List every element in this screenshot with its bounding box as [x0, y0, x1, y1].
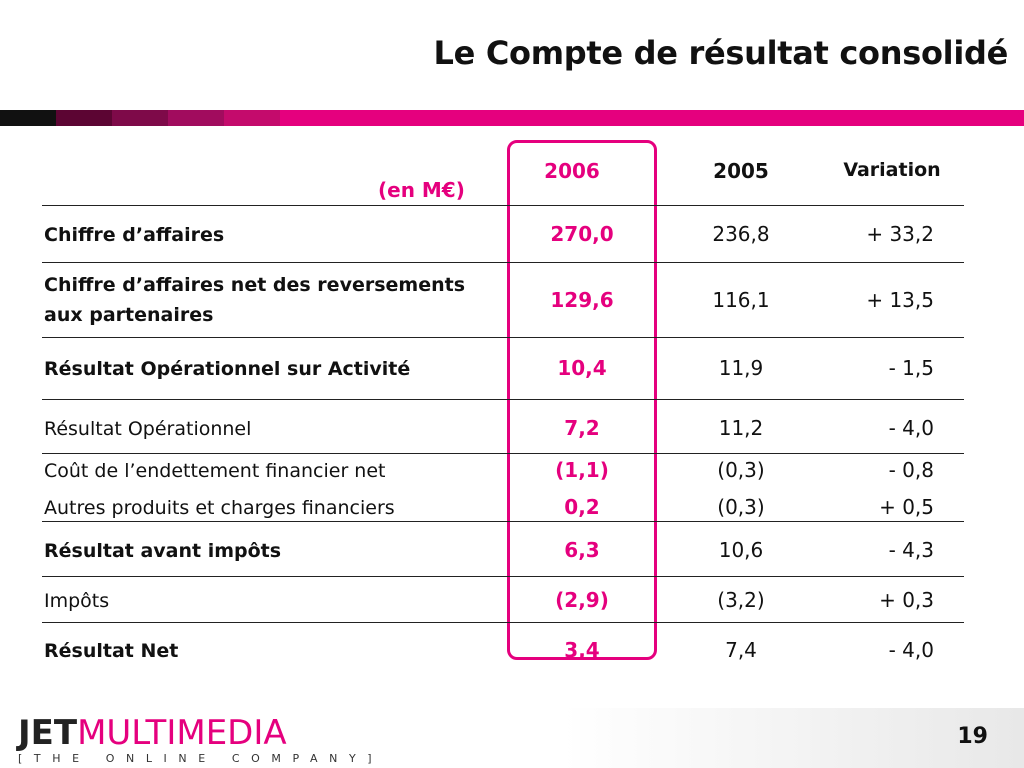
company-logo: JETMULTIMEDIA [THE ONLINE COMPANY]: [18, 716, 383, 765]
column-header-2005: 2005: [676, 159, 806, 183]
table-rule: [42, 576, 964, 577]
value-2005: 11,9: [680, 356, 802, 380]
value-variation: + 0,3: [820, 588, 934, 612]
logo-brand-part1: JET: [18, 713, 77, 753]
value-2006: 6,3: [507, 538, 657, 562]
value-variation: + 33,2: [820, 222, 934, 246]
value-2005: 116,1: [680, 288, 802, 312]
value-2006: 0,2: [507, 495, 657, 519]
value-2005: 7,4: [680, 638, 802, 662]
year-2006-highlight-box: [507, 140, 657, 660]
row-label: Résultat Net: [44, 636, 178, 666]
table-rule: [42, 205, 964, 206]
table-rule: [42, 622, 964, 623]
value-variation: - 1,5: [820, 356, 934, 380]
row-label: Résultat Opérationnel: [44, 414, 251, 444]
value-variation: - 0,8: [820, 458, 934, 482]
value-variation: - 4,3: [820, 538, 934, 562]
row-label: Chiffre d’affaires net des reversements …: [44, 270, 494, 330]
row-label: Impôts: [44, 586, 109, 616]
value-2006: (1,1): [507, 458, 657, 482]
value-2005: (0,3): [680, 458, 802, 482]
value-2005: (0,3): [680, 495, 802, 519]
value-2006: 270,0: [507, 222, 657, 246]
table-rule: [42, 399, 964, 400]
row-label: Résultat avant impôts: [44, 536, 281, 566]
value-variation: + 0,5: [820, 495, 934, 519]
value-2006: 3,4: [507, 638, 657, 662]
logo-tagline: [THE ONLINE COMPANY]: [18, 752, 383, 765]
row-label: Résultat Opérationnel sur Activité: [44, 354, 410, 384]
column-header-2006: 2006: [507, 159, 637, 183]
column-header-variation: Variation: [828, 159, 956, 181]
logo-brand-part2: MULTIMEDIA: [77, 713, 287, 753]
value-2005: (3,2): [680, 588, 802, 612]
decorative-stripe: [0, 110, 1024, 126]
value-variation: - 4,0: [820, 638, 934, 662]
value-2005: 236,8: [680, 222, 802, 246]
table-rule: [42, 337, 964, 338]
value-2005: 11,2: [680, 416, 802, 440]
table-rule: [42, 453, 964, 454]
value-variation: + 13,5: [820, 288, 934, 312]
value-2006: 7,2: [507, 416, 657, 440]
row-label: Chiffre d’affaires: [44, 220, 224, 250]
value-2006: 10,4: [507, 356, 657, 380]
value-variation: - 4,0: [820, 416, 934, 440]
row-label: Coût de l’endettement financier net: [44, 456, 385, 486]
value-2006: 129,6: [507, 288, 657, 312]
row-label: Autres produits et charges financiers: [44, 493, 395, 523]
unit-label: (en M€): [378, 178, 465, 202]
slide-title: Le Compte de résultat consolidé: [434, 34, 1008, 72]
value-2005: 10,6: [680, 538, 802, 562]
value-2006: (2,9): [507, 588, 657, 612]
table-rule: [42, 262, 964, 263]
page-number: 19: [957, 724, 988, 749]
